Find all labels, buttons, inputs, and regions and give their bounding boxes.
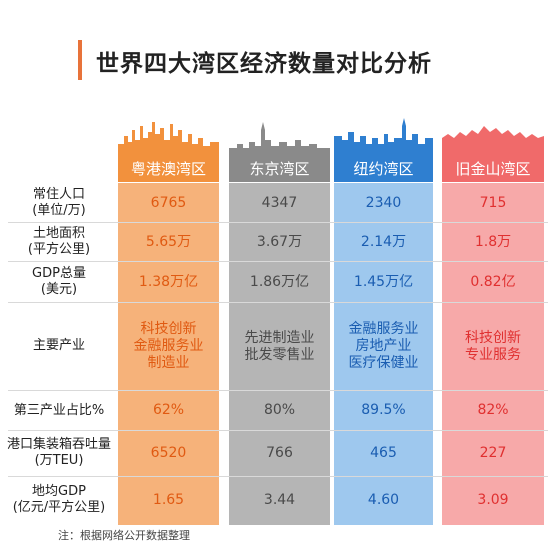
row-divider <box>8 222 548 223</box>
cell-gdp-per-area-guangdong: 1.65 <box>152 491 185 508</box>
row-divider <box>8 476 548 477</box>
row-divider <box>8 430 548 431</box>
cell-gdp-per-area-tokyo: 3.44 <box>263 491 296 508</box>
cell-land-area-sanfrancisco: 1.8万 <box>474 233 512 250</box>
cell-land-area-guangdong: 5.65万 <box>145 233 192 250</box>
cell-gdp-per-area-newyork: 4.60 <box>367 491 400 508</box>
cell-population-sanfrancisco: 715 <box>479 194 507 211</box>
row-divider <box>8 390 548 391</box>
title-accent-bar <box>78 40 82 80</box>
header-tokyo: 东京湾区 <box>229 155 330 182</box>
cell-port-guangdong: 6520 <box>150 445 187 461</box>
cell-population-newyork: 2340 <box>365 194 402 211</box>
column-tokyo <box>229 183 330 525</box>
cell-land-area-tokyo: 3.67万 <box>256 233 303 250</box>
cell-tertiary-tokyo: 80% <box>263 402 296 418</box>
newyork-skyline-icon <box>334 118 433 156</box>
sanfrancisco-skyline-icon <box>442 126 544 156</box>
cell-tertiary-sanfrancisco: 82% <box>477 402 509 418</box>
row-label-gdp: GDP总量 (美元) <box>32 266 86 297</box>
row-label-land-area: 土地面积 (平方公里) <box>27 226 91 257</box>
column-newyork <box>334 183 433 525</box>
header-newyork: 纽约湾区 <box>334 155 433 182</box>
cell-industries-sanfrancisco: 科技创新 专业服务 <box>465 329 521 363</box>
cell-gdp-sanfrancisco: 0.82亿 <box>470 273 516 290</box>
cell-port-newyork: 465 <box>370 445 397 461</box>
page-title: 世界四大湾区经济数量对比分析 <box>96 51 432 77</box>
header-guangdong: 粤港澳湾区 <box>118 155 219 182</box>
cell-gdp-newyork: 1.45万亿 <box>353 273 414 290</box>
cell-port-tokyo: 766 <box>266 445 293 461</box>
tokyo-skyline-icon <box>229 122 330 156</box>
cell-industries-newyork: 金融服务业 房地产业 医疗保健业 <box>348 321 419 371</box>
cell-industries-tokyo: 先进制造业 批发零售业 <box>244 329 315 363</box>
header-sanfrancisco: 旧金山湾区 <box>442 155 544 182</box>
cell-population-guangdong: 6765 <box>150 194 187 211</box>
cell-gdp-per-area-sanfrancisco: 3.09 <box>477 491 509 508</box>
cell-gdp-guangdong: 1.38万亿 <box>138 273 199 290</box>
row-label-port-throughput: 港口集装箱吞吐量 (万TEU) <box>6 437 111 468</box>
cell-population-tokyo: 4347 <box>261 194 298 211</box>
row-label-industries: 主要产业 <box>32 338 85 353</box>
row-label-population: 常住人口 (单位/万) <box>32 187 86 218</box>
row-label-tertiary-share: 第三产业占比% <box>13 403 105 418</box>
footnote: 注：根据网络公开数据整理 <box>58 529 190 542</box>
row-label-gdp-per-area: 地均GDP (亿元/平方公里) <box>12 484 106 515</box>
row-divider <box>8 261 548 262</box>
cell-industries-guangdong: 科技创新 金融服务业 制造业 <box>133 321 204 371</box>
column-guangdong <box>118 183 219 525</box>
cell-tertiary-guangdong: 62% <box>152 402 185 418</box>
row-divider <box>8 302 548 303</box>
guangdong-skyline-icon <box>118 122 219 156</box>
cell-land-area-newyork: 2.14万 <box>360 233 407 250</box>
column-sanfrancisco <box>442 183 544 525</box>
cell-tertiary-newyork: 89.5% <box>361 402 406 418</box>
cell-gdp-tokyo: 1.86万亿 <box>249 273 310 290</box>
cell-port-sanfrancisco: 227 <box>479 445 507 461</box>
